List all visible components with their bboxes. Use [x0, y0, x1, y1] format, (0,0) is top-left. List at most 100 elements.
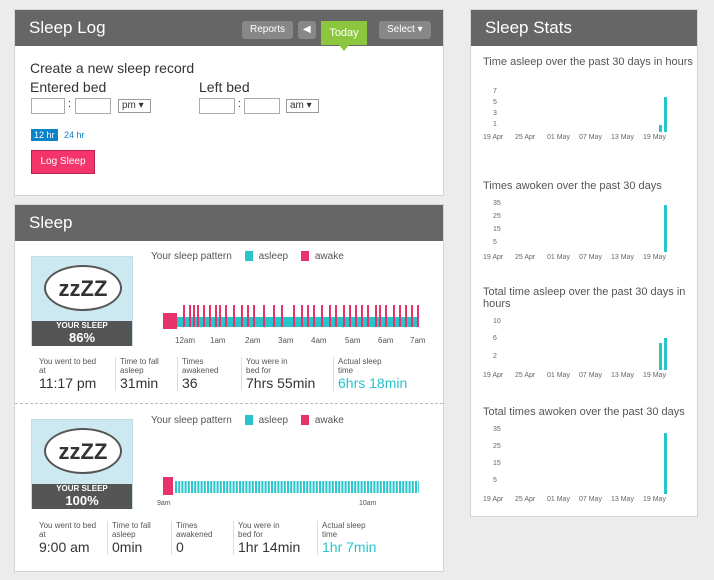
- awake-mark: [307, 305, 309, 327]
- awake-segment: [163, 313, 177, 329]
- asleep-mark: [363, 481, 366, 493]
- awake-mark: [405, 305, 407, 327]
- x-tick: 07 May: [579, 496, 602, 503]
- entered-bed-label: Entered bed: [30, 79, 107, 95]
- y-tick: 5: [493, 239, 497, 246]
- sleep-log-header: Sleep Log: [15, 10, 443, 46]
- left-ampm-select[interactable]: am ▾: [286, 99, 319, 113]
- asleep-mark: [392, 481, 395, 493]
- x-tick: 13 May: [611, 254, 634, 261]
- time-colon: :: [238, 98, 242, 110]
- left-bed-label: Left bed: [199, 79, 250, 95]
- format-24hr-toggle[interactable]: 24 hr: [64, 130, 85, 140]
- left-minute-input[interactable]: [244, 98, 280, 114]
- x-tick: 07 May: [579, 254, 602, 261]
- x-tick: 19 Apr: [483, 496, 504, 503]
- asleep-mark: [200, 481, 203, 493]
- x-tick: 19 May: [643, 496, 666, 503]
- asleep-mark: [373, 481, 376, 493]
- sleep-pattern-chart: [163, 305, 419, 329]
- asleep-mark: [175, 481, 177, 493]
- awake-mark: [193, 305, 195, 327]
- stat-bed-time: You went to bed at 9:00 am: [39, 521, 97, 555]
- sleep-log-title: Sleep Log: [29, 18, 106, 37]
- asleep-mark: [191, 481, 193, 493]
- asleep-mark: [255, 481, 257, 493]
- asleep-swatch: [244, 251, 253, 262]
- log-sleep-button[interactable]: Log Sleep: [31, 150, 95, 174]
- asleep-mark: [271, 481, 273, 493]
- prev-day-button[interactable]: ◀: [298, 21, 316, 39]
- stat-in-bed: You were in bed for 1hr 14min: [233, 521, 311, 555]
- chart-title: Time asleep over the past 30 days in hou…: [483, 56, 693, 68]
- left-hour-input[interactable]: [199, 98, 235, 114]
- asleep-mark: [341, 481, 344, 493]
- awake-mark: [313, 305, 315, 327]
- asleep-mark: [370, 481, 373, 493]
- y-tick: 5: [493, 477, 497, 484]
- x-tick: 19 May: [643, 134, 666, 141]
- sleep-title: Sleep: [29, 213, 73, 232]
- awake-mark: [349, 305, 351, 327]
- sleep-panel: Sleep zzZZ YOUR SLEEP EFFICIENCY 86% You…: [14, 204, 444, 572]
- asleep-mark: [386, 481, 389, 493]
- asleep-mark: [389, 481, 392, 493]
- x-tick: 13 May: [611, 134, 634, 141]
- awake-swatch: [300, 415, 309, 426]
- reports-button[interactable]: Reports: [242, 21, 294, 39]
- select-dropdown[interactable]: Select ▾: [379, 21, 431, 39]
- asleep-mark: [338, 481, 341, 493]
- asleep-mark: [293, 481, 296, 493]
- x-tick: 25 Apr: [515, 496, 536, 503]
- asleep-mark: [232, 481, 235, 493]
- stats-chart: Total time asleep over the past 30 days …: [483, 286, 693, 382]
- asleep-mark: [335, 481, 337, 493]
- x-tick: 01 May: [547, 254, 570, 261]
- x-tick: 13 May: [611, 372, 634, 379]
- entered-hour-input[interactable]: [31, 98, 65, 114]
- sleep-log-panel: Sleep Log Reports ◀ Today Select ▾ Creat…: [14, 9, 444, 196]
- format-12hr-toggle[interactable]: 12 hr: [31, 129, 58, 141]
- asleep-mark: [408, 481, 411, 493]
- awake-mark: [197, 305, 199, 327]
- asleep-mark: [235, 481, 238, 493]
- x-tick: 13 May: [611, 496, 634, 503]
- asleep-mark: [264, 481, 267, 493]
- time-tick: 9am: [157, 500, 171, 507]
- entered-minute-input[interactable]: [75, 98, 111, 114]
- efficiency-value: 100%: [32, 493, 132, 509]
- asleep-mark: [395, 481, 398, 493]
- today-button[interactable]: Today: [321, 21, 367, 51]
- data-bar: [664, 432, 667, 494]
- record-divider: [15, 403, 443, 404]
- y-tick: 7: [493, 88, 497, 95]
- asleep-mark: [248, 481, 251, 493]
- x-tick: 01 May: [547, 134, 570, 141]
- awake-mark: [375, 305, 377, 327]
- asleep-mark: [418, 481, 419, 493]
- x-tick: 19 Apr: [483, 254, 504, 261]
- asleep-mark: [283, 481, 286, 493]
- asleep-mark: [280, 481, 283, 493]
- asleep-mark: [181, 481, 184, 493]
- chart-title: Times awoken over the past 30 days: [483, 180, 662, 192]
- y-tick: 2: [493, 352, 497, 360]
- data-bar: [659, 342, 662, 370]
- asleep-band: [163, 317, 419, 327]
- asleep-mark: [357, 481, 360, 493]
- x-tick: 25 Apr: [515, 372, 536, 379]
- pattern-ticks: 12am 1am 2am 3am 4am 5am 6am 7am: [165, 336, 426, 346]
- asleep-mark: [223, 481, 225, 493]
- stat-fall-asleep: Time to fall asleep 31min: [115, 357, 173, 391]
- awake-mark: [215, 305, 217, 327]
- data-bar: [659, 125, 662, 132]
- asleep-mark: [415, 481, 417, 493]
- asleep-mark: [315, 481, 318, 493]
- sleep-pattern-legend: Your sleep pattern asleep awake: [151, 415, 344, 426]
- asleep-mark: [303, 481, 305, 493]
- x-tick: 07 May: [579, 372, 602, 379]
- asleep-mark: [383, 481, 385, 493]
- y-tick: 10: [493, 318, 501, 325]
- entered-ampm-select[interactable]: pm ▾: [118, 99, 151, 113]
- awake-mark: [225, 305, 227, 327]
